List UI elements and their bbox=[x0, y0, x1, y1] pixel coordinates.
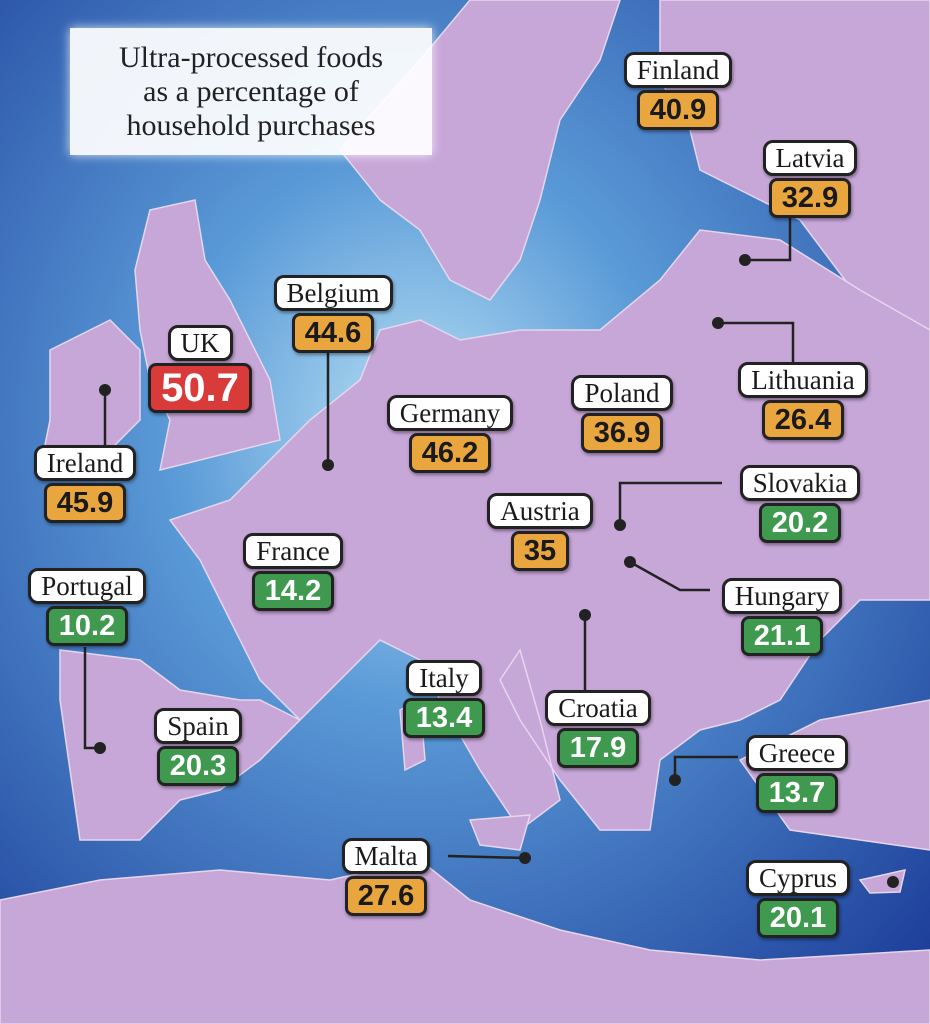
map-title: Ultra-processed foods as a percentage of… bbox=[70, 28, 432, 155]
leader-greece bbox=[673, 755, 738, 780]
country-name: Greece bbox=[745, 735, 849, 771]
country-label-portugal: Portugal 10.2 bbox=[0, 568, 187, 646]
country-value: 45.9 bbox=[43, 483, 127, 523]
dot-cyprus bbox=[887, 876, 899, 888]
country-label-croatia: Croatia 17.9 bbox=[498, 690, 698, 768]
dot-ireland bbox=[99, 384, 111, 396]
leader-latvia bbox=[745, 218, 792, 262]
country-name: Latvia bbox=[762, 140, 858, 176]
country-name: Croatia bbox=[545, 690, 651, 726]
location-dots bbox=[94, 254, 899, 888]
country-value: 35 bbox=[510, 531, 570, 571]
country-name: UK bbox=[167, 325, 233, 361]
country-value: 44.6 bbox=[291, 313, 375, 353]
country-name: Cyprus bbox=[745, 860, 850, 896]
land-sicily bbox=[468, 814, 532, 851]
country-value: 36.9 bbox=[580, 413, 664, 453]
country-name: Malta bbox=[341, 838, 431, 874]
dot-hungary bbox=[624, 556, 636, 568]
country-value: 13.7 bbox=[755, 773, 839, 813]
leader-lines bbox=[83, 218, 795, 860]
leader-hungary bbox=[629, 560, 710, 592]
country-name: Lithuania bbox=[738, 362, 868, 398]
country-value: 17.9 bbox=[556, 728, 640, 768]
dot-malta bbox=[519, 852, 531, 864]
country-value: 10.2 bbox=[45, 606, 129, 646]
leader-slovakia bbox=[618, 481, 722, 525]
country-value: 14.2 bbox=[251, 571, 335, 611]
dot-latvia bbox=[739, 254, 751, 266]
country-name: Slovakia bbox=[739, 465, 861, 501]
title-line: as a percentage of bbox=[143, 74, 359, 108]
dot-croatia bbox=[579, 609, 591, 621]
country-value: 32.9 bbox=[768, 178, 852, 218]
title-line: household purchases bbox=[126, 108, 376, 142]
country-value: 50.7 bbox=[148, 363, 252, 413]
country-label-poland: Poland 36.9 bbox=[522, 375, 722, 453]
country-value: 40.9 bbox=[636, 90, 720, 130]
country-name: France bbox=[243, 533, 343, 569]
country-name: Portugal bbox=[28, 568, 146, 604]
country-label-italy: Italy 13.4 bbox=[344, 660, 544, 738]
country-label-germany: Germany 46.2 bbox=[350, 395, 550, 473]
country-label-malta: Malta 27.6 bbox=[286, 838, 486, 916]
dot-belgium bbox=[322, 459, 334, 471]
country-label-latvia: Latvia 32.9 bbox=[710, 140, 910, 218]
land-continent bbox=[59, 229, 930, 841]
land-africa bbox=[0, 859, 930, 1024]
dot-greece bbox=[669, 774, 681, 786]
country-label-spain: Spain 20.3 bbox=[98, 708, 298, 786]
country-label-lithuania: Lithuania 26.4 bbox=[703, 362, 903, 440]
country-name: Germany bbox=[386, 395, 514, 431]
country-label-uk: UK 50.7 bbox=[100, 325, 300, 413]
country-name: Poland bbox=[571, 375, 673, 411]
leader-malta bbox=[447, 854, 526, 860]
country-label-slovakia: Slovakia 20.2 bbox=[700, 465, 900, 543]
country-value: 46.2 bbox=[408, 433, 492, 473]
country-value: 21.1 bbox=[740, 616, 824, 656]
country-name: Spain bbox=[154, 708, 242, 744]
country-label-belgium: Belgium 44.6 bbox=[233, 275, 433, 353]
country-label-greece: Greece 13.7 bbox=[697, 735, 897, 813]
country-name: Finland bbox=[623, 52, 733, 88]
country-value: 20.1 bbox=[756, 898, 840, 938]
country-name: Austria bbox=[487, 493, 593, 529]
country-label-france: France 14.2 bbox=[193, 533, 393, 611]
country-name: Ireland bbox=[33, 445, 137, 481]
country-label-austria: Austria 35 bbox=[440, 493, 640, 571]
country-value: 26.4 bbox=[761, 400, 845, 440]
land-ireland bbox=[39, 319, 141, 471]
country-label-hungary: Hungary 21.1 bbox=[682, 578, 882, 656]
country-value: 20.3 bbox=[156, 746, 240, 786]
country-name: Italy bbox=[406, 660, 482, 696]
country-label-cyprus: Cyprus 20.1 bbox=[698, 860, 898, 938]
country-label-ireland: Ireland 45.9 bbox=[0, 445, 185, 523]
dot-slovakia bbox=[614, 519, 626, 531]
country-name: Belgium bbox=[273, 275, 393, 311]
dot-lithuania bbox=[712, 317, 724, 329]
country-name: Hungary bbox=[721, 578, 843, 614]
title-line: Ultra-processed foods bbox=[118, 40, 384, 74]
country-label-finland: Finland 40.9 bbox=[578, 52, 778, 130]
dot-portugal bbox=[94, 742, 106, 754]
country-value: 20.2 bbox=[758, 503, 842, 543]
leader-lithuania bbox=[718, 321, 795, 362]
country-value: 27.6 bbox=[344, 876, 428, 916]
country-value: 13.4 bbox=[402, 698, 486, 738]
